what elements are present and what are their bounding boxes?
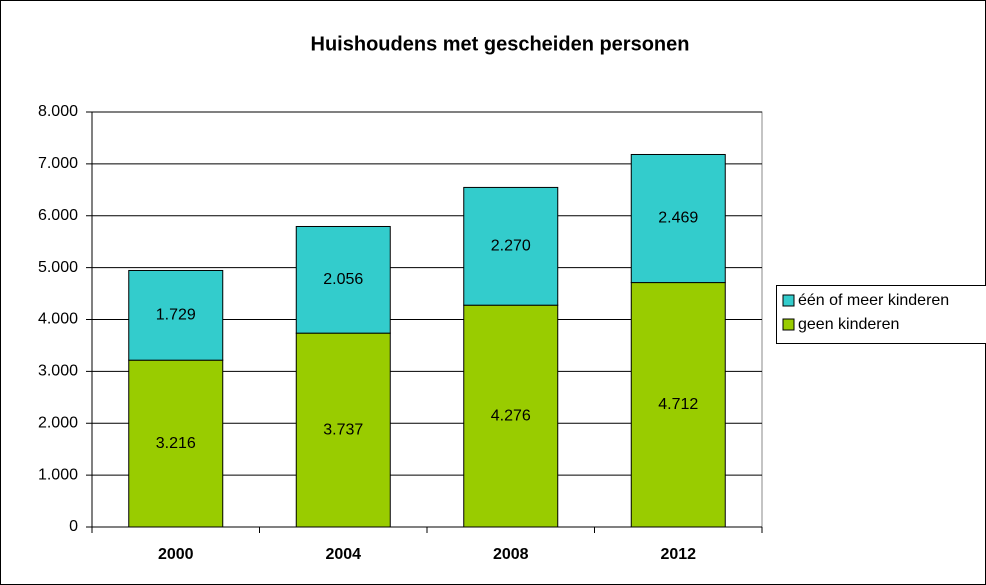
legend-label: geen kinderen bbox=[798, 316, 899, 333]
data-label: 4.276 bbox=[491, 407, 531, 424]
y-tick-label: 4.000 bbox=[38, 311, 78, 328]
y-tick-label: 5.000 bbox=[38, 259, 78, 276]
x-tick-label: 2008 bbox=[493, 546, 529, 563]
bar-segment bbox=[630, 282, 726, 528]
data-label: 2.469 bbox=[658, 210, 698, 227]
legend-swatch bbox=[782, 294, 795, 307]
data-label: 3.216 bbox=[156, 435, 196, 452]
bar-segment bbox=[128, 269, 224, 361]
bar-segment bbox=[295, 332, 391, 528]
chart-title: Huishoudens met gescheiden personen bbox=[311, 33, 690, 55]
bar-segment bbox=[295, 225, 391, 334]
x-tick-label: 2012 bbox=[660, 546, 696, 563]
y-tick-label: 2.000 bbox=[38, 414, 78, 431]
legend-box bbox=[776, 285, 986, 344]
y-tick-label: 0 bbox=[69, 518, 78, 535]
data-label: 3.737 bbox=[323, 421, 363, 438]
y-tick-label: 7.000 bbox=[38, 155, 78, 172]
x-tick-label: 2000 bbox=[158, 546, 194, 563]
bar-segment bbox=[630, 153, 726, 284]
x-tick-label: 2004 bbox=[325, 546, 361, 563]
bar-segment bbox=[463, 186, 559, 306]
data-label: 4.712 bbox=[658, 396, 698, 413]
bar-segment bbox=[128, 359, 224, 528]
y-tick-label: 8.000 bbox=[38, 103, 78, 120]
y-tick-label: 3.000 bbox=[38, 363, 78, 380]
data-label: 1.729 bbox=[156, 307, 196, 324]
y-tick-label: 1.000 bbox=[38, 466, 78, 483]
legend-label: één of meer kinderen bbox=[798, 292, 949, 309]
data-label: 2.270 bbox=[491, 238, 531, 255]
legend-swatch bbox=[782, 318, 795, 331]
y-tick-label: 6.000 bbox=[38, 207, 78, 224]
data-label: 2.056 bbox=[323, 271, 363, 288]
bar-segment bbox=[463, 304, 559, 528]
